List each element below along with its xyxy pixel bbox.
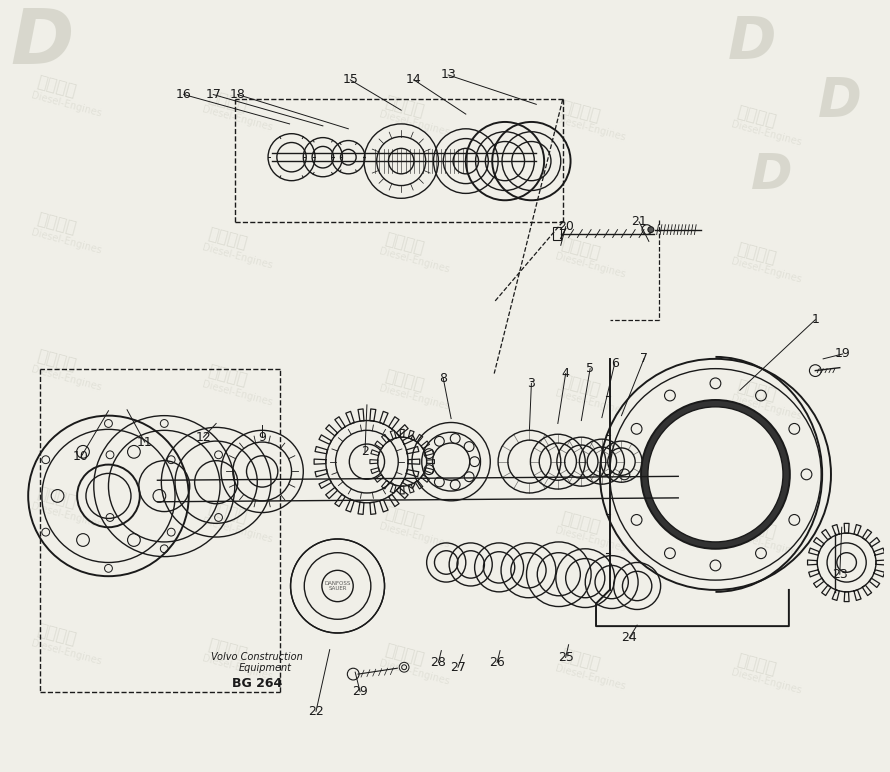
Text: Diesel-Engines: Diesel-Engines [730,668,803,696]
Text: 紫发动力: 紫发动力 [383,641,425,669]
Text: 12: 12 [196,431,211,444]
Text: 21: 21 [631,215,647,229]
Text: Diesel-Engines: Diesel-Engines [30,501,102,530]
Text: Diesel-Engines: Diesel-Engines [201,105,274,134]
Text: 紫发动力: 紫发动力 [735,376,778,404]
Text: Equipment: Equipment [239,663,292,673]
Text: 8: 8 [440,372,448,385]
Text: Diesel-Engines: Diesel-Engines [30,90,102,119]
Text: Diesel-Engines: Diesel-Engines [554,252,627,280]
Text: 24: 24 [621,631,637,645]
Text: 1: 1 [812,313,819,327]
Text: 紫发动力: 紫发动力 [35,347,78,374]
Text: 紫发动力: 紫发动力 [559,97,602,125]
Text: 15: 15 [343,73,358,86]
Text: Diesel-Engines: Diesel-Engines [30,638,102,667]
Text: Diesel-Engines: Diesel-Engines [730,394,803,422]
Text: D: D [818,76,862,127]
Text: 14: 14 [406,73,422,86]
Text: 22: 22 [308,705,324,718]
Circle shape [648,227,654,232]
Text: 紫发动力: 紫发动力 [559,371,602,399]
Text: 26: 26 [490,656,505,669]
Text: Diesel-Engines: Diesel-Engines [730,120,803,148]
Text: D: D [750,151,792,199]
Text: 11: 11 [137,435,152,449]
Text: 紫发动力: 紫发动力 [735,239,778,267]
Text: 23: 23 [832,567,847,581]
Text: 紫发动力: 紫发动力 [206,499,249,527]
Text: Diesel-Engines: Diesel-Engines [554,114,627,143]
Text: 9: 9 [258,431,266,444]
Text: 19: 19 [835,347,851,361]
Text: 紫发动力: 紫发动力 [35,621,78,648]
Text: 7: 7 [640,352,648,365]
Text: Diesel-Engines: Diesel-Engines [730,256,803,285]
Text: 紫发动力: 紫发动力 [383,367,425,394]
Text: 紫发动力: 紫发动力 [35,73,78,100]
Text: 10: 10 [73,450,89,463]
Text: 紫发动力: 紫发动力 [735,513,778,541]
Text: 紫发动力: 紫发动力 [383,93,425,120]
Text: 紫发动力: 紫发动力 [559,509,602,537]
Text: BG 264: BG 264 [232,677,282,690]
Text: Diesel-Engines: Diesel-Engines [201,516,274,544]
Text: 紫发动力: 紫发动力 [35,484,78,512]
Circle shape [641,400,789,549]
Bar [553,227,561,240]
Text: 20: 20 [558,220,573,233]
Text: Volvo Construction: Volvo Construction [212,652,303,662]
Text: Diesel-Engines: Diesel-Engines [30,364,102,393]
Text: 5: 5 [587,362,595,375]
Text: 2: 2 [361,445,368,459]
Text: Diesel-Engines: Diesel-Engines [377,658,450,686]
Text: D: D [727,14,776,71]
Text: Diesel-Engines: Diesel-Engines [30,227,102,256]
Text: 紫发动力: 紫发动力 [735,102,778,130]
Text: 3: 3 [528,377,535,390]
Text: Diesel-Engines: Diesel-Engines [201,653,274,682]
Text: 13: 13 [441,69,456,82]
Text: 25: 25 [558,651,573,664]
Text: 紫发动力: 紫发动力 [383,503,425,531]
Circle shape [648,407,783,542]
Text: Diesel-Engines: Diesel-Engines [377,521,450,549]
Text: 18: 18 [230,88,246,101]
Text: 6: 6 [611,357,619,371]
Text: Diesel-Engines: Diesel-Engines [201,242,274,270]
Text: Diesel-Engines: Diesel-Engines [377,110,450,138]
Text: 紫发动力: 紫发动力 [206,225,249,252]
Text: 紫发动力: 紫发动力 [735,651,778,678]
Text: Diesel-Engines: Diesel-Engines [201,379,274,408]
Text: 28: 28 [431,656,446,669]
Text: 4: 4 [562,367,570,380]
Text: D: D [10,5,74,80]
Text: 紫发动力: 紫发动力 [559,645,602,673]
Text: DANFOSS
SAUER: DANFOSS SAUER [324,581,351,591]
Text: Diesel-Engines: Diesel-Engines [730,530,803,559]
Text: Diesel-Engines: Diesel-Engines [554,663,627,691]
Text: 紫发动力: 紫发动力 [559,235,602,262]
Text: 27: 27 [450,661,465,674]
Text: 29: 29 [352,686,368,698]
Text: 紫发动力: 紫发动力 [383,229,425,257]
Text: 17: 17 [206,88,221,101]
Text: 紫发动力: 紫发动力 [35,210,78,238]
Text: Diesel-Engines: Diesel-Engines [377,384,450,412]
Text: Diesel-Engines: Diesel-Engines [377,247,450,275]
Text: 紫发动力: 紫发动力 [206,636,249,663]
Text: Diesel-Engines: Diesel-Engines [554,526,627,554]
Text: 紫发动力: 紫发动力 [206,361,249,389]
Text: Diesel-Engines: Diesel-Engines [554,389,627,417]
Text: 紫发动力: 紫发动力 [206,87,249,115]
Text: 16: 16 [176,88,191,101]
